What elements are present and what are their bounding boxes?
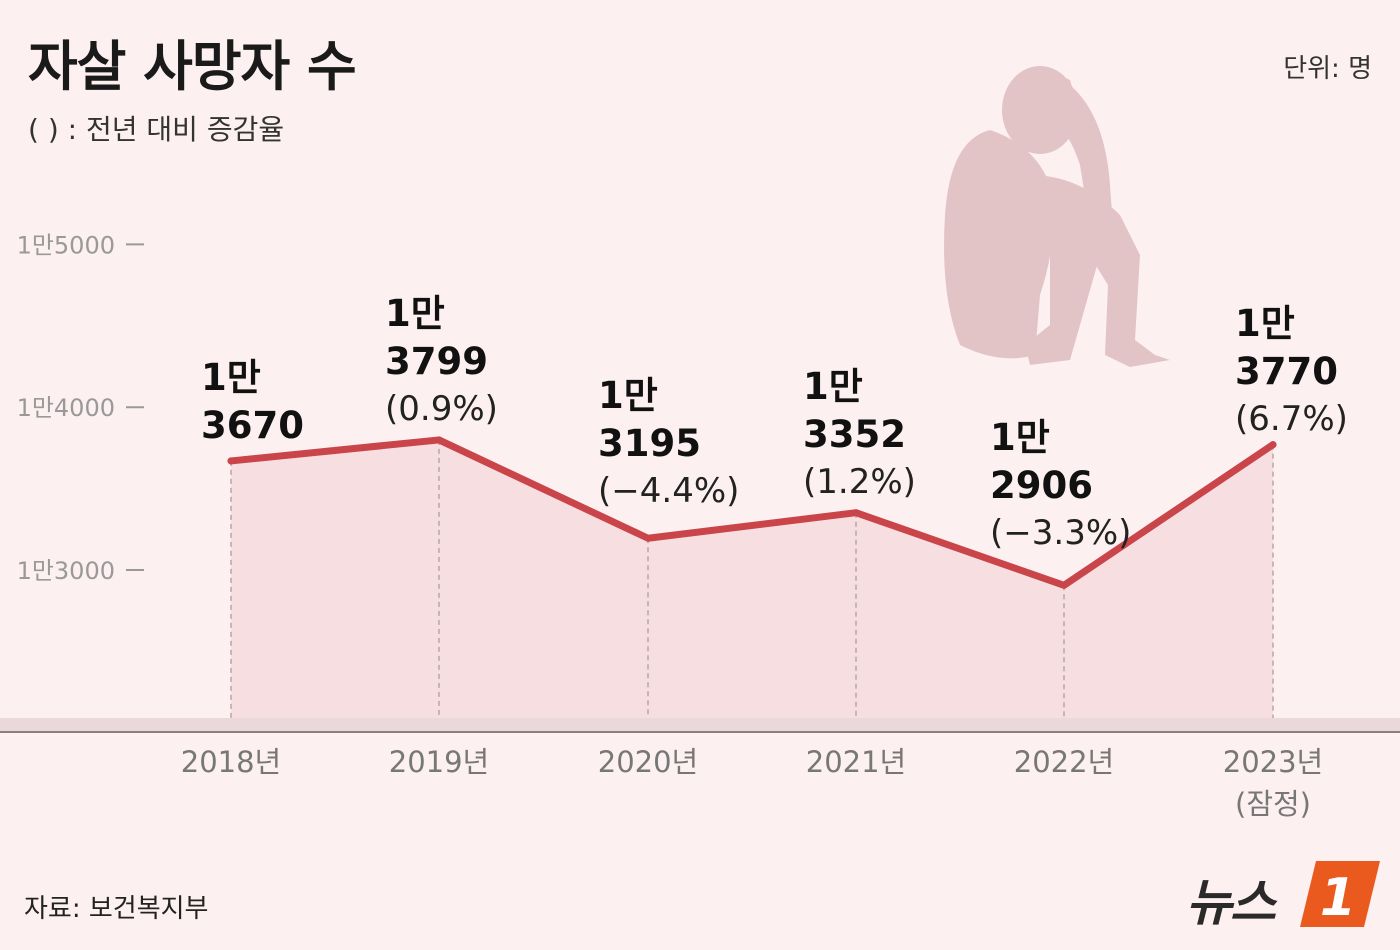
data-point: [1060, 581, 1068, 589]
x-tick-label: 2019년: [389, 745, 489, 779]
data-label-top: 1만: [990, 416, 1050, 459]
y-axis: 1만5000 1만4000 1만3000: [17, 231, 144, 585]
data-label-top: 1만: [598, 374, 658, 417]
area-fill-group: [231, 439, 1273, 732]
y-tick-label: 1만4000: [17, 394, 115, 422]
data-label-top: 1만: [1235, 302, 1295, 345]
x-axis: 2018년 2019년 2020년 2021년 2022년 2023년 (잠정): [181, 745, 1323, 821]
data-label-change: (6.7%): [1235, 399, 1348, 439]
x-tick-label: (잠정): [1235, 787, 1311, 821]
data-point: [435, 436, 443, 444]
data-point: [1269, 441, 1277, 449]
data-point: [644, 534, 652, 542]
data-label-top: 1만: [385, 292, 445, 335]
sitting-person-silhouette-icon: [944, 66, 1170, 367]
data-labels: 1만 3670 1만 3799 (0.9%) 1만 3195 (−4.4%) 1만 3352 (1.…: [201, 292, 1348, 553]
unit-label: 단위: 명: [1283, 54, 1372, 84]
data-point: [227, 457, 235, 465]
dashed-guides: [230, 439, 1274, 732]
x-tick-label: 2018년: [181, 745, 281, 779]
x-tick-label: 2022년: [1014, 745, 1114, 779]
chart-title: 자살 사망자 수: [28, 35, 357, 98]
svg-text:1: 1: [1320, 868, 1356, 928]
x-tick-label: 2023년: [1223, 745, 1323, 779]
data-label-change: (1.2%): [803, 462, 916, 502]
y-tick-label: 1만5000: [17, 231, 115, 259]
data-label-change: (−4.4%): [598, 471, 739, 511]
data-label-value: 3195: [598, 422, 701, 465]
chart-subtitle: ( ) : 전년 대비 증감율: [28, 113, 285, 146]
data-point: [852, 509, 860, 517]
data-label-top: 1만: [803, 365, 863, 408]
data-label-value: 3799: [385, 340, 488, 383]
data-label-value: 3770: [1235, 350, 1338, 393]
x-axis-baseline: [0, 718, 1400, 733]
data-label-top: 1만: [201, 356, 261, 399]
x-tick-label: 2021년: [806, 745, 906, 779]
source-note: 자료: 보건복지부: [24, 894, 209, 924]
area-fill: [231, 439, 1273, 732]
news1-logo: 뉴스 1: [1186, 855, 1386, 935]
series-line-group: [227, 436, 1277, 589]
x-tick-label: 2020년: [598, 745, 698, 779]
y-tick-label: 1만3000: [17, 557, 115, 585]
baseline-shadow: [0, 718, 1400, 732]
data-label-value: 3352: [803, 413, 906, 456]
series-line: [227, 436, 1277, 589]
data-label-change: (0.9%): [385, 389, 498, 429]
data-label-value: 2906: [990, 464, 1093, 507]
logo-mark-icon: 1: [1300, 861, 1380, 928]
data-label-value: 3670: [201, 404, 304, 447]
logo-wordmark: 뉴스: [1186, 874, 1276, 932]
data-label-change: (−3.3%): [990, 513, 1131, 553]
